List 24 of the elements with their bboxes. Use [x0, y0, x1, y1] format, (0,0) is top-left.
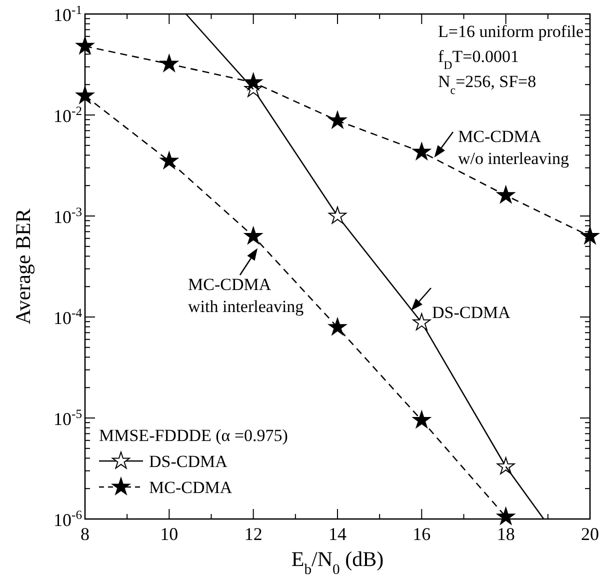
y-tick-label: 10$^{-3}$ [54, 205, 82, 227]
x-tick-label: 20 [581, 524, 599, 544]
y-tick-label: 10$^{-5}$ [54, 407, 82, 429]
y-tick-label: 10$^{-1}$ [54, 3, 82, 25]
annotation: DS-CDMA [432, 303, 512, 322]
annotation: MC-CDMA w/o interleaving [458, 127, 570, 168]
annotation: MC-CDMA with interleaving [188, 275, 304, 316]
annotation: L=16 uniform profile [438, 22, 584, 41]
y-tick-label: 10$^{-4}$ [54, 306, 83, 328]
annotation: f$_{D}$T=0.0001 [438, 47, 519, 72]
y-axis-title: Average BER [11, 208, 35, 324]
legend-label: DS-CDMA [149, 452, 228, 471]
legend-title: MMSE-FDDDE (α =0.975) [99, 426, 288, 445]
annotation: N$_{c}$=256, SF=8 [438, 72, 536, 97]
x-tick-label: 16 [412, 524, 431, 544]
x-tick-label: 12 [244, 524, 262, 544]
y-tick-label: 10$^{-6}$ [54, 508, 82, 530]
x-tick-label: 8 [80, 524, 90, 544]
legend-label: MC-CDMA [149, 478, 233, 497]
x-axis-title: E$_{b}$/N$_{0}$ (dB) [291, 547, 384, 576]
x-tick-label: 10 [160, 524, 178, 544]
y-tick-label: 10$^{-2}$ [54, 104, 82, 126]
x-tick-label: 18 [496, 524, 515, 544]
x-tick-label: 14 [328, 524, 346, 544]
